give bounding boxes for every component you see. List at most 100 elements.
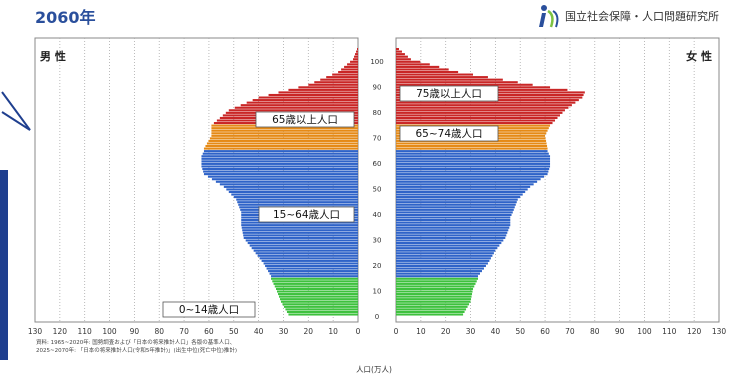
left-chevron-icon [1,91,31,131]
male-bar [278,295,358,298]
male-bar [258,96,358,99]
female-bar [396,249,496,252]
male-bar [271,275,358,278]
male-bar [206,142,358,145]
male-bar [242,229,358,232]
female-bar [396,167,550,171]
female-bar [396,116,558,120]
male-bar [245,239,358,242]
male-bar [285,308,358,311]
male-bar [274,285,358,288]
female-bar [396,270,482,273]
male-label: 男 性 [40,49,66,63]
male-bar [211,127,358,130]
right-x-tick-label: 60 [540,327,550,336]
female-bar [396,229,509,232]
male-bar [202,167,358,171]
male-bar [265,264,358,268]
female-bar [396,282,476,285]
annotation-75-plus: 75歳以上人口 [416,88,482,100]
female-bar [396,295,472,298]
female-bar [396,293,473,296]
left-x-tick-label: 0 [356,327,361,336]
age-tick-label: 0 [375,313,379,321]
female-bar [396,101,576,104]
male-bar [238,203,358,206]
male-bar [279,298,358,301]
bar-layer [201,48,585,316]
left-x-tick-label: 110 [78,327,93,336]
female-bar [396,285,475,288]
annotation-65-74: 65~74歳人口 [415,128,482,140]
right-x-tick-label: 0 [394,327,399,336]
male-bar [344,65,358,68]
female-bar [396,81,518,84]
annotation-15-64-box [258,206,355,223]
male-bar [231,193,358,196]
female-bar [396,287,474,291]
female-bar [396,119,556,122]
org-name: 国立社会保障・人口問題研究所 [565,10,719,23]
female-bar [396,298,472,301]
male-bar [320,78,358,81]
annotation-65-74-box [399,125,499,142]
female-bar [396,257,491,260]
male-bar [223,185,358,188]
female-bar [396,226,510,229]
male-bar [243,234,358,237]
female-bar [396,157,551,160]
female-bar [396,109,565,112]
female-bar [396,68,449,71]
female-bar [396,55,408,58]
male-bar [236,198,358,201]
org-logo: 国立社会保障・人口問題研究所 [537,3,747,29]
female-bar [396,58,411,61]
male-bar [263,262,358,265]
right-x-tick-label: 10 [416,327,426,336]
female-bar [396,144,548,148]
male-bar [347,63,358,66]
male-bar [203,150,358,153]
female-bar [396,162,551,165]
left-x-tick-label: 80 [154,327,164,336]
male-bar [228,109,358,112]
x-axis-title: 人口(万人) [356,365,392,374]
male-bar [283,305,358,308]
male-bar [241,221,358,224]
female-bar [396,247,498,250]
male-bar [241,224,358,227]
left-x-tick-label: 130 [28,327,43,336]
male-bar [201,155,358,158]
female-bar [396,183,534,186]
male-bar [240,104,358,107]
male-bar [211,129,358,132]
male-bar [355,53,358,56]
male-bar [278,91,358,94]
male-bar [282,303,358,306]
female-bar [396,50,402,53]
female-bar [396,275,478,278]
female-bar [396,224,511,227]
female-bar [396,290,473,293]
age-tick-label: 50 [373,185,382,193]
female-bar [396,241,502,245]
source-note-2: 2025~2070年: 「日本の将来推計人口(令和5年推計)」(出生中位(死亡中… [36,346,237,354]
left-x-tick-label: 70 [179,327,189,336]
male-bar [341,68,358,71]
right-x-tick-label: 120 [687,327,702,336]
male-bar [246,101,358,104]
female-bar [396,193,523,196]
male-bar [202,152,358,155]
female-bar [396,185,531,188]
right-x-tick-label: 100 [637,327,652,336]
male-bar [215,180,358,183]
female-bar [396,142,547,145]
age-tick-label: 70 [373,134,382,142]
right-x-tick-label: 40 [491,327,501,336]
male-bar [269,272,358,275]
male-bar [201,160,358,163]
annotation-0-14-box [162,301,256,318]
female-bar [396,190,526,194]
male-bar [266,267,358,270]
female-bar [396,219,511,222]
